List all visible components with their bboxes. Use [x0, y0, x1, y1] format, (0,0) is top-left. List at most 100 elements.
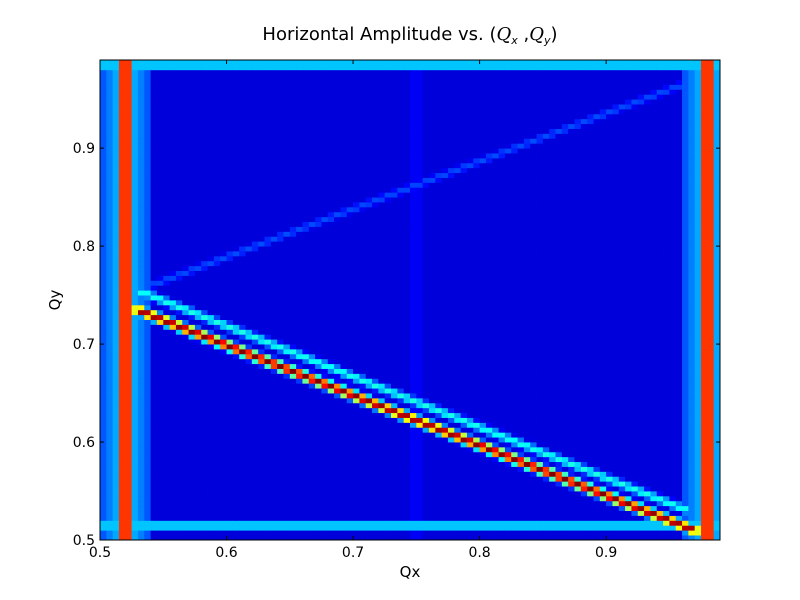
heatmap-cell	[150, 402, 158, 409]
heatmap-cell	[277, 60, 284, 66]
heatmap-cell	[182, 348, 189, 355]
heatmap-cell	[384, 202, 392, 208]
heatmap-cell	[239, 153, 246, 159]
heatmap-cell	[296, 211, 303, 218]
heatmap-cell	[289, 133, 297, 139]
heatmap-cell	[258, 304, 265, 311]
heatmap-cell	[194, 471, 202, 477]
heatmap-cell	[144, 309, 152, 316]
heatmap-cell	[213, 446, 221, 453]
heatmap-cell	[283, 368, 291, 374]
heatmap-cell	[131, 412, 139, 418]
heatmap-cell	[346, 211, 354, 218]
heatmap-cell	[144, 197, 152, 203]
heatmap-cell	[163, 500, 170, 507]
heatmap-cell	[239, 251, 246, 257]
heatmap-cell	[239, 211, 246, 218]
heatmap-cell	[118, 79, 126, 85]
heatmap-cell	[182, 275, 189, 281]
heatmap-cell	[175, 118, 183, 125]
heatmap-cell	[334, 397, 341, 404]
heatmap-cell	[353, 388, 360, 394]
heatmap-cell	[163, 432, 170, 438]
heatmap-cell	[194, 319, 202, 325]
heatmap-cell	[207, 500, 215, 507]
heatmap-cell	[397, 432, 405, 438]
heatmap-cell	[258, 99, 265, 105]
heatmap-cell	[289, 197, 297, 203]
heatmap-cell	[232, 442, 240, 448]
heatmap-cell	[163, 304, 170, 311]
heatmap-cell	[277, 358, 284, 365]
heatmap-cell	[321, 285, 329, 291]
heatmap-cell	[353, 300, 360, 306]
heatmap-cell	[175, 368, 183, 374]
heatmap-cell	[378, 260, 386, 267]
heatmap-cell	[207, 314, 215, 320]
heatmap-cell	[226, 290, 234, 296]
heatmap-cell	[416, 393, 424, 399]
heatmap-cell	[207, 530, 215, 536]
heatmap-cell	[327, 334, 335, 340]
heatmap-cell	[308, 118, 316, 125]
heatmap-cell	[144, 451, 152, 458]
heatmap-cell	[125, 295, 133, 301]
heatmap-cell	[365, 329, 373, 335]
heatmap-cell	[302, 500, 310, 507]
heatmap-cell	[112, 226, 120, 232]
heatmap-cell	[340, 226, 348, 232]
heatmap-cell	[391, 64, 398, 71]
heatmap-cell	[416, 167, 424, 174]
heatmap-cell	[289, 64, 297, 71]
heatmap-cell	[201, 348, 208, 355]
heatmap-cell	[137, 167, 145, 174]
heatmap-cell	[397, 157, 405, 164]
heatmap-cell	[207, 113, 215, 120]
heatmap-cell	[150, 290, 158, 296]
heatmap-cell	[346, 128, 354, 134]
heatmap-cell	[289, 118, 297, 125]
heatmap-cell	[283, 505, 291, 512]
heatmap-cell	[182, 319, 189, 325]
heatmap-cell	[365, 520, 373, 526]
heatmap-cell	[346, 339, 354, 345]
heatmap-cell	[353, 275, 360, 281]
heatmap-cell	[391, 456, 398, 463]
heatmap-cell	[182, 236, 189, 242]
heatmap-cell	[251, 456, 259, 463]
heatmap-cell	[416, 157, 424, 164]
heatmap-cell	[327, 69, 335, 76]
heatmap-cell	[258, 407, 265, 414]
heatmap-cell	[327, 525, 335, 531]
heatmap-cell	[315, 197, 322, 203]
heatmap-cell	[321, 437, 329, 443]
heatmap-cell	[220, 167, 227, 174]
heatmap-cell	[194, 525, 202, 531]
heatmap-cell	[175, 226, 183, 232]
heatmap-cell	[182, 187, 189, 193]
heatmap-cell	[137, 275, 145, 281]
heatmap-cell	[137, 260, 145, 267]
heatmap-cell	[232, 520, 240, 526]
heatmap-cell	[321, 500, 329, 507]
heatmap-cell	[384, 265, 392, 272]
heatmap-cell	[188, 123, 196, 129]
heatmap-cell	[308, 177, 316, 183]
heatmap-cell	[264, 358, 272, 365]
heatmap-cell	[245, 422, 253, 428]
heatmap-cell	[213, 167, 221, 174]
heatmap-cell	[226, 123, 234, 129]
heatmap-cell	[258, 197, 265, 203]
heatmap-cell	[378, 206, 386, 213]
heatmap-cell	[100, 69, 107, 76]
heatmap-cell	[106, 202, 114, 208]
heatmap-cell	[245, 108, 253, 115]
heatmap-cell	[226, 525, 234, 531]
heatmap-cell	[308, 491, 316, 497]
heatmap-cell	[188, 157, 196, 164]
heatmap-cell	[378, 255, 386, 262]
heatmap-cell	[315, 505, 322, 512]
heatmap-cell	[346, 466, 354, 472]
heatmap-cell	[144, 246, 152, 252]
heatmap-cell	[353, 344, 360, 350]
